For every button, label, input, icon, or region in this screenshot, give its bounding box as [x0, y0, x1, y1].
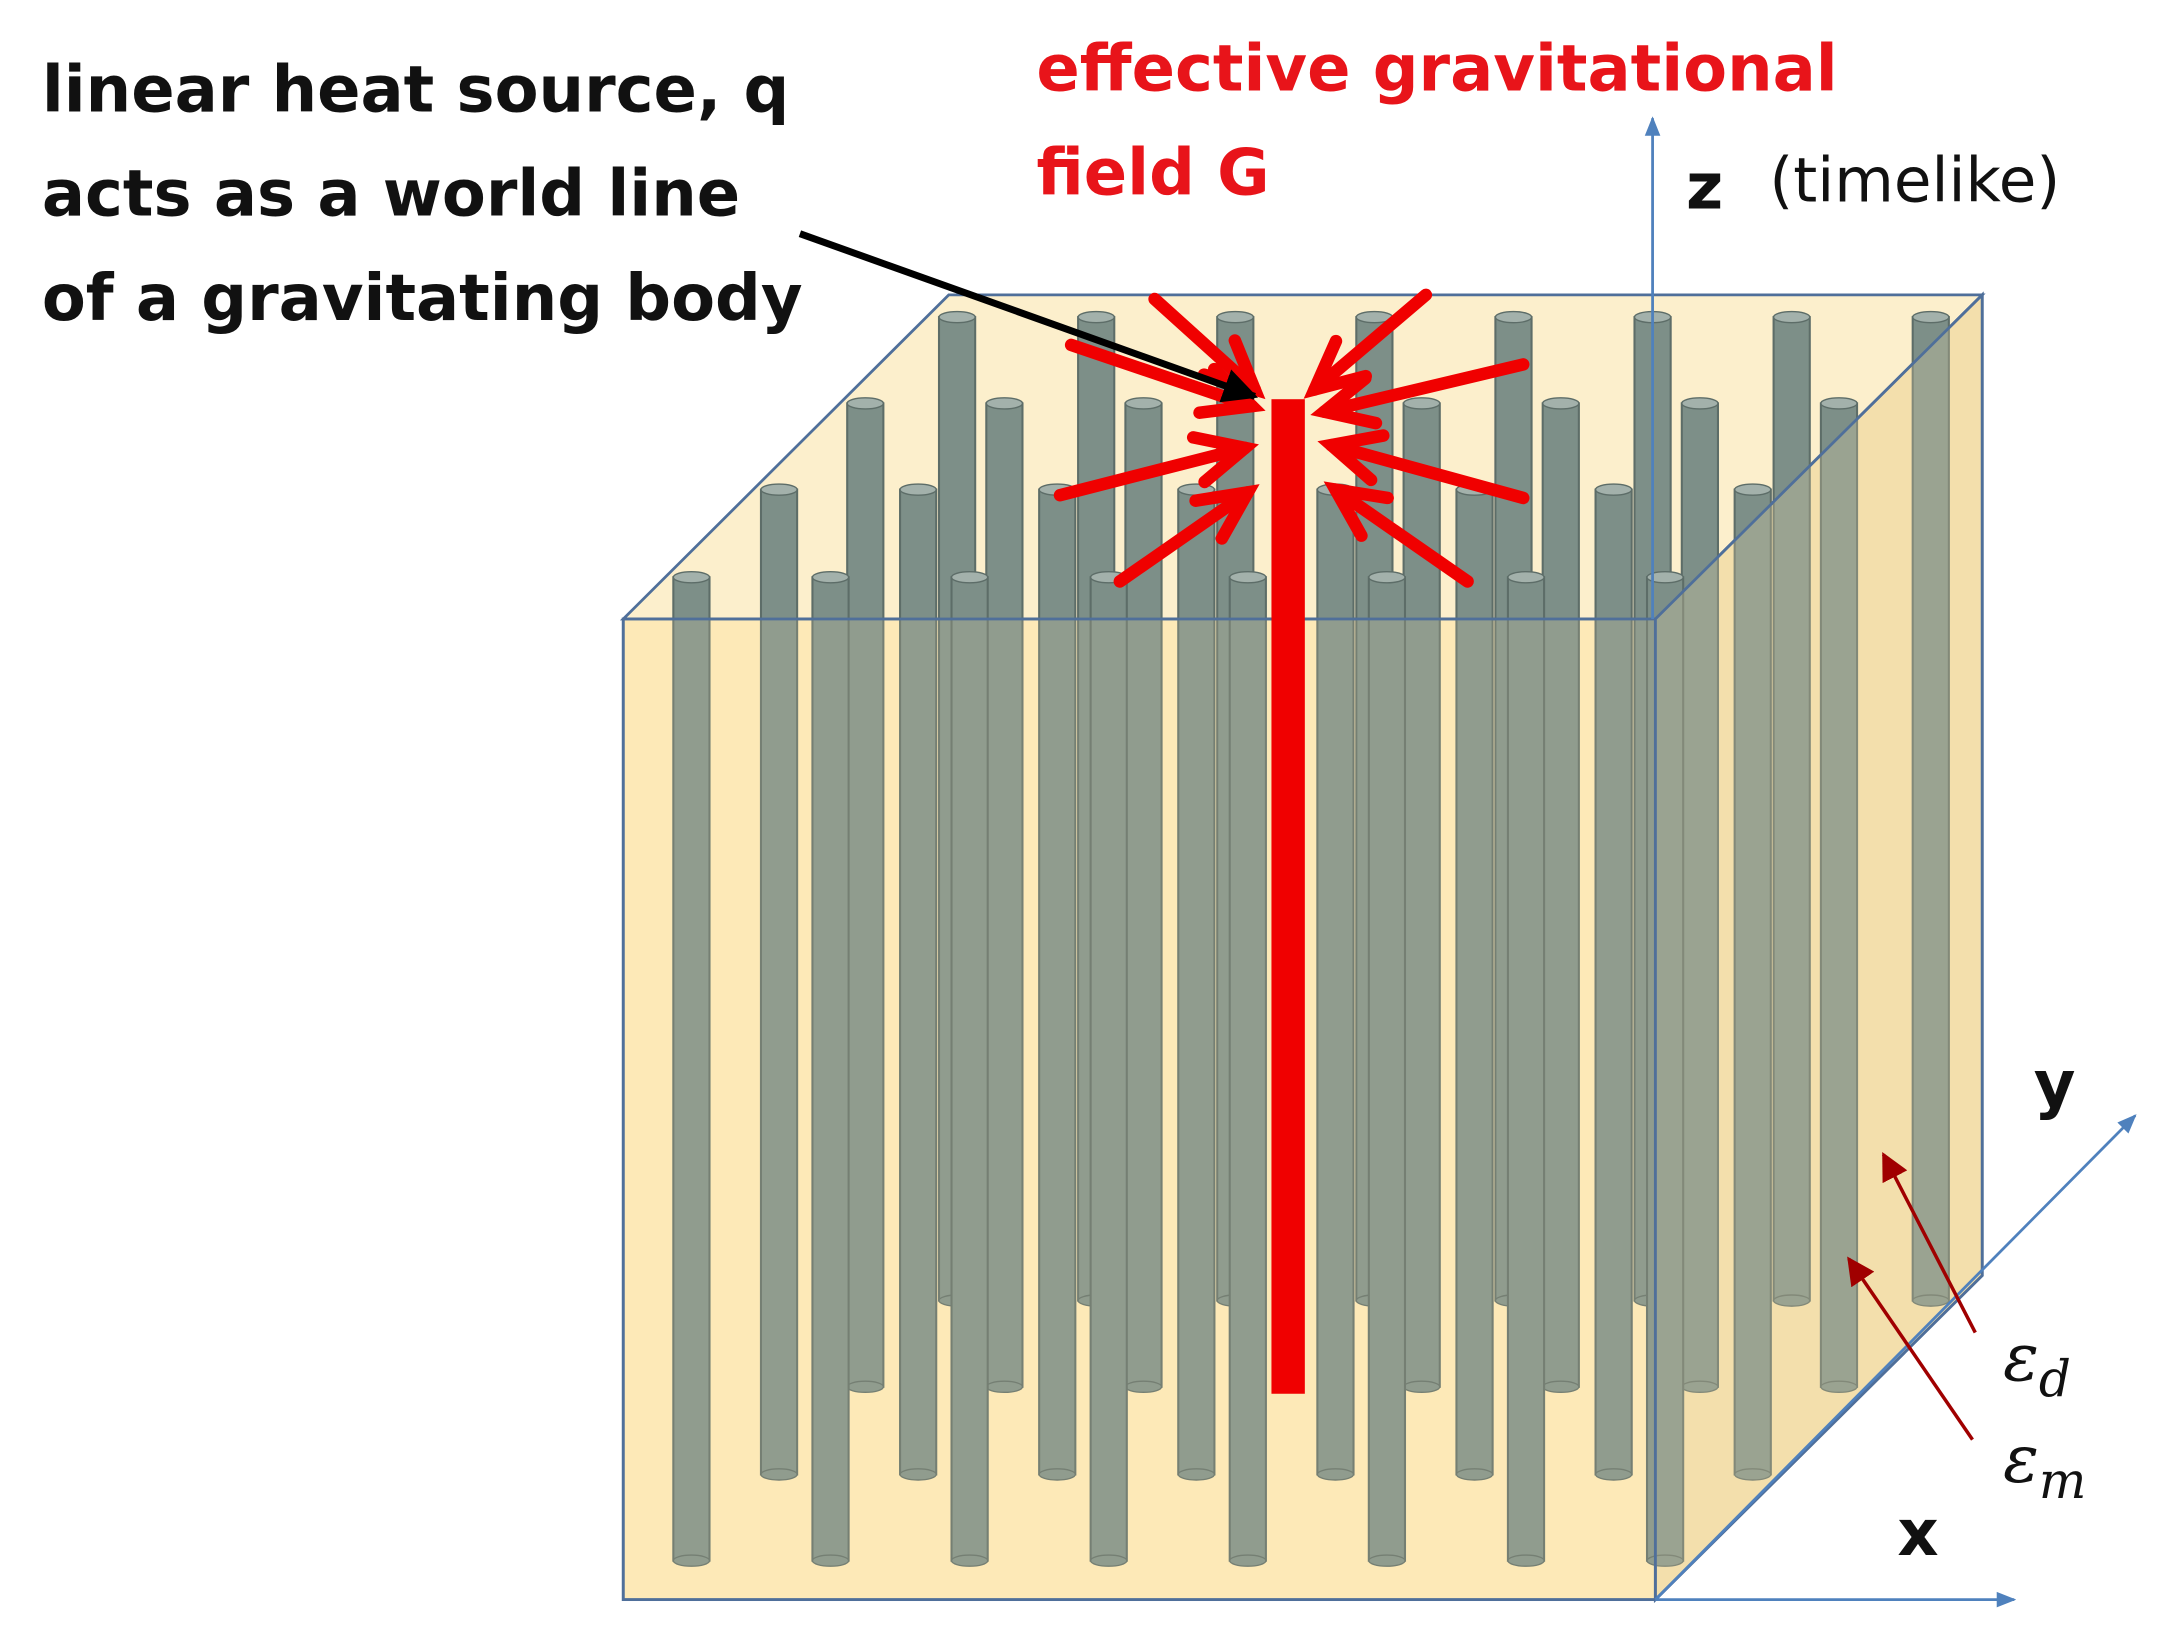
y-label: y	[2034, 1048, 2076, 1122]
x-label: x	[1897, 1497, 1938, 1571]
rod-bottom	[950, 1554, 989, 1567]
rod-top	[1402, 397, 1441, 410]
field-arrow-head	[1317, 429, 1390, 487]
rod-top	[1594, 483, 1633, 496]
field-arrow	[1113, 486, 1255, 588]
rod-top	[950, 570, 989, 584]
field-arrows	[1053, 288, 1530, 588]
rod-top	[1646, 570, 1684, 584]
rod-bottom	[811, 1554, 850, 1567]
rod-top	[1077, 310, 1115, 324]
field-arrow-head	[1186, 431, 1259, 489]
rod-bottom	[1177, 1468, 1216, 1481]
rod-bottom	[760, 1468, 798, 1481]
rod-top	[846, 397, 885, 410]
field-arrow	[1053, 441, 1252, 502]
annotation-line: field G	[1036, 137, 1269, 211]
z-label: z	[1686, 151, 1723, 225]
field-arrow	[1325, 438, 1530, 505]
rod	[1594, 488, 1633, 1476]
rod-bottom	[1507, 1554, 1545, 1567]
rod	[1367, 576, 1407, 1562]
rod-top	[1911, 310, 1950, 324]
field-arrow-head	[1303, 334, 1372, 399]
field-arrow-head	[1310, 372, 1383, 430]
rod-bottom	[1820, 1380, 1858, 1394]
rod	[1772, 316, 1811, 1302]
rod	[1402, 402, 1441, 1388]
annotation-line: linear heat source, q	[42, 53, 789, 127]
rods	[672, 310, 1950, 1567]
rod-top	[985, 397, 1024, 410]
rod	[1038, 488, 1077, 1476]
annotation-line: of a gravitating body	[42, 262, 803, 336]
field-arrow	[1318, 358, 1530, 418]
rod-bottom	[1911, 1294, 1950, 1307]
rod-top	[1681, 397, 1719, 410]
rod-top	[1541, 397, 1580, 410]
rod-bottom	[672, 1554, 711, 1567]
rod-bottom	[1594, 1468, 1633, 1481]
annotation-line: acts as a world line	[42, 158, 740, 232]
rod-top	[1124, 397, 1163, 410]
rod-top	[1368, 570, 1406, 584]
rod-top	[811, 570, 850, 584]
epsilon-m: εm	[2003, 1419, 2086, 1510]
rod	[899, 488, 938, 1476]
heat-source-rod	[1271, 399, 1305, 1394]
rod-top	[1820, 397, 1858, 410]
pointer-arrow	[798, 230, 1259, 403]
rod-top	[672, 570, 711, 584]
field-arrow-head	[1189, 484, 1260, 545]
rod	[811, 576, 850, 1562]
field-arrow	[1308, 288, 1433, 396]
rod-top	[1229, 570, 1267, 584]
field-arrow-head	[1323, 481, 1394, 542]
rod-bottom	[1772, 1294, 1811, 1307]
rod-bottom	[899, 1468, 937, 1481]
rod-bottom	[1089, 1554, 1128, 1567]
rod-top	[938, 310, 976, 324]
field-label: effective gravitational field G	[1036, 32, 1837, 210]
symbol: ε	[2003, 1419, 2039, 1497]
rod	[1316, 488, 1355, 1476]
rod-top	[1733, 483, 1772, 496]
rod-bottom	[1455, 1468, 1494, 1481]
field-arrow	[1329, 483, 1474, 588]
rod-bottom	[1229, 1554, 1267, 1567]
permittivity-arrows	[1847, 1152, 1977, 1441]
rod	[985, 402, 1024, 1388]
rod-top	[1494, 310, 1533, 324]
epsilon-d: εd	[2003, 1318, 2071, 1409]
symbol: ε	[2003, 1318, 2039, 1396]
rod-bottom	[1733, 1468, 1772, 1481]
rod	[1228, 576, 1267, 1562]
rod	[1911, 316, 1950, 1302]
heat-source-label: linear heat source, q acts as a world li…	[42, 53, 803, 336]
subscript: d	[2039, 1351, 2071, 1409]
axes	[1644, 116, 2137, 1608]
box-front-edges	[621, 291, 1984, 1603]
rod-top	[1216, 310, 1255, 324]
rod-bottom	[1316, 1468, 1355, 1481]
subscript: m	[2039, 1452, 2086, 1510]
rod-bottom	[1368, 1554, 1406, 1567]
rod-top	[1507, 570, 1545, 584]
rod-bottom	[1038, 1468, 1077, 1481]
annotation-line: effective gravitational	[1036, 32, 1837, 106]
rod-top	[899, 483, 937, 496]
rod-top	[1772, 310, 1811, 324]
rod-top	[760, 483, 798, 496]
z-note: (timelike)	[1769, 146, 2060, 217]
